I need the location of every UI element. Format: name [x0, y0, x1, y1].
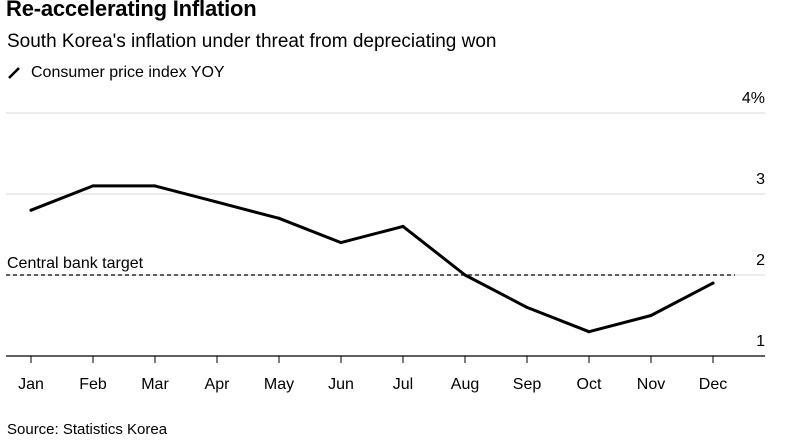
data-point [401, 224, 405, 228]
x-tick-label: Dec [699, 376, 727, 393]
legend-label: Consumer price index YOY [31, 64, 225, 81]
x-tick-label: Oct [577, 376, 602, 393]
data-point [339, 241, 343, 245]
data-point [711, 281, 715, 285]
data-point [91, 184, 95, 188]
x-tick-label: Aug [451, 376, 479, 393]
x-tick-label: Jan [18, 376, 44, 393]
data-point [215, 200, 219, 204]
chart-subtitle: South Korea's inflation under threat fro… [7, 31, 497, 52]
data-point [463, 273, 467, 277]
legend: Consumer price index YOY [7, 64, 225, 82]
x-axis: Jan Feb Mar Apr May Jun Jul Aug Sep Oct Nov Dec [18, 356, 727, 393]
data-point [277, 216, 281, 220]
y-tick-label: 3 [756, 171, 765, 188]
x-tick-label: May [264, 376, 294, 393]
gridlines [6, 112, 765, 357]
x-tick-label: Mar [141, 376, 169, 393]
x-tick-label: Apr [205, 376, 231, 393]
data-point [649, 314, 653, 317]
y-tick-label: 4% [742, 90, 765, 107]
central-bank-target-label: Central bank target [7, 255, 144, 272]
source-note: Source: Statistics Korea [7, 421, 168, 438]
series-group [29, 184, 715, 334]
data-point [525, 305, 529, 309]
data-point [153, 184, 157, 188]
y-axis: 1 2 3 4% [742, 90, 765, 350]
x-tick-label: Jul [393, 376, 413, 393]
x-tick-label: Nov [637, 376, 665, 393]
data-point [29, 208, 33, 212]
data-point [587, 330, 591, 334]
x-tick-label: Jun [328, 376, 354, 393]
x-tick-label: Feb [79, 376, 107, 393]
target-line-group: Central bank target [6, 255, 735, 276]
y-tick-label: 1 [756, 333, 765, 350]
cpi-yoy-line [29, 184, 715, 334]
y-tick-label: 2 [756, 252, 765, 269]
line-series-icon [8, 67, 20, 79]
x-tick-label: Sep [513, 376, 542, 393]
chart-title: Re-accelerating Inflation [6, 0, 257, 21]
